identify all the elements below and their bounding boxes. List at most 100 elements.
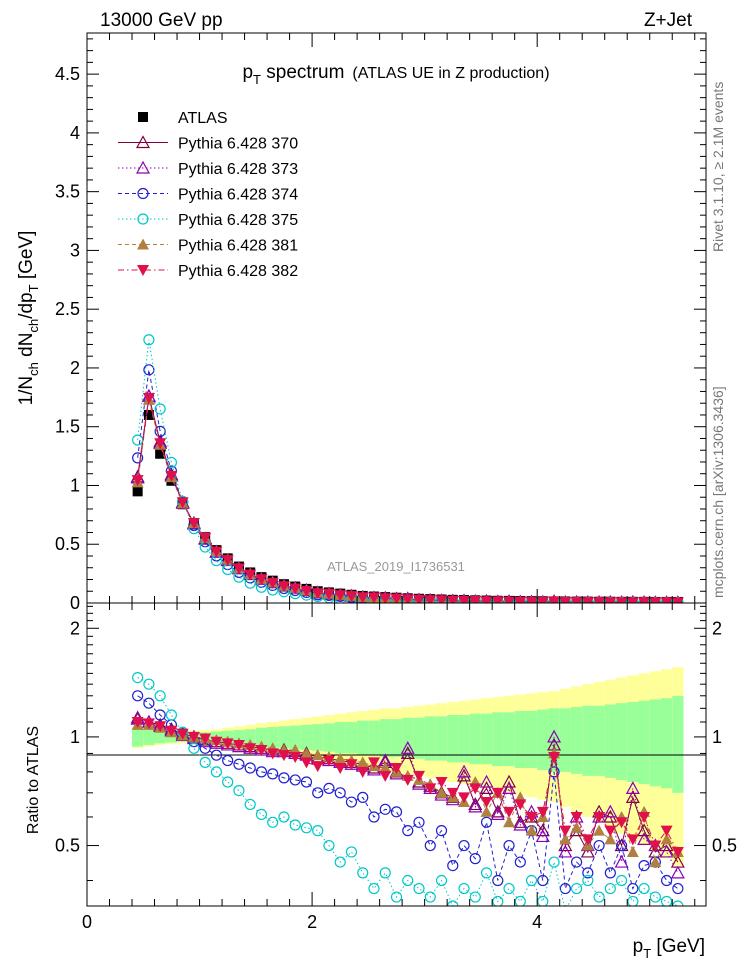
ratio-point-s374 xyxy=(312,787,324,799)
ratio-point-s373 xyxy=(513,817,528,831)
ratio-point-s374 xyxy=(289,774,301,786)
title-sub: T xyxy=(253,72,261,87)
ratio-point-s375 xyxy=(233,784,245,797)
ratio-point-s373 xyxy=(558,844,573,858)
x-tick-labels: 0 2 4 xyxy=(82,912,542,932)
ratio-point-s374 xyxy=(390,806,403,818)
legend-label-s381: Pythia 6.428 381 xyxy=(178,238,298,255)
ratio-point-s382 xyxy=(199,733,212,745)
ratio-point-s382 xyxy=(322,755,335,767)
ratio-point-s375 xyxy=(469,891,481,903)
ratio-line-s375 xyxy=(137,677,679,906)
ratio-point-s382 xyxy=(435,777,448,789)
ratio-point-s374 xyxy=(300,776,313,788)
atlas-point xyxy=(143,409,154,420)
ratio-point-s382 xyxy=(458,792,471,804)
band-stat-bin xyxy=(424,716,436,761)
ratio-series-layer xyxy=(130,672,685,906)
legend-marker-s373 xyxy=(135,160,151,174)
series-point-s374 xyxy=(143,364,155,376)
ratio-point-s375 xyxy=(593,891,605,903)
ratio-point-s382 xyxy=(300,757,313,769)
series-point-s382 xyxy=(289,583,302,595)
ratio-point-s375 xyxy=(537,895,549,906)
title-main: p xyxy=(242,62,253,83)
ratio-point-s373 xyxy=(603,804,618,818)
series-point-s382 xyxy=(435,595,448,603)
band-stat-bin xyxy=(615,703,628,780)
y-tick-label: 3.5 xyxy=(55,182,80,202)
ratio-point-s370 xyxy=(637,823,652,837)
series-point-s382 xyxy=(559,597,572,603)
ratio-point-s382 xyxy=(176,728,189,740)
ratio-point-s382 xyxy=(244,743,257,755)
ratio-point-s375 xyxy=(604,882,616,895)
ratio-point-s375 xyxy=(222,776,234,788)
series-point-s382 xyxy=(154,438,167,450)
legend-marker-s375 xyxy=(137,213,149,225)
series-point-s382 xyxy=(345,591,358,603)
band-stat-bin xyxy=(525,710,538,769)
series-point-s382 xyxy=(356,592,369,603)
ratio-point-s375 xyxy=(267,816,279,828)
ratio-point-s375 xyxy=(627,895,639,906)
band-stat-bin xyxy=(368,720,380,756)
ratio-point-s375 xyxy=(244,798,256,811)
x-tick-label: 4 xyxy=(532,912,542,932)
ratio-point-s373 xyxy=(400,741,415,754)
series-point-s382 xyxy=(266,577,279,589)
ratio-point-s382 xyxy=(604,825,617,837)
ratio-point-s382 xyxy=(210,736,223,748)
legend-marker-s382 xyxy=(137,265,149,276)
ratio-point-s375 xyxy=(548,856,560,868)
ratio-point-s381 xyxy=(379,762,392,774)
series-point-s382 xyxy=(604,597,617,603)
y-tick-label: 0.5 xyxy=(55,534,80,554)
legend-label-s370: Pythia 6.428 370 xyxy=(178,136,298,153)
series-point-s382 xyxy=(322,588,335,600)
ratio-point-s375 xyxy=(132,672,144,684)
ratio-line-s374 xyxy=(137,695,679,890)
y-tick-label: 1.5 xyxy=(55,417,80,437)
band-stat-bin xyxy=(143,729,155,745)
ratio-point-s375 xyxy=(379,867,391,879)
ratio-y-label: Ratio to ATLAS xyxy=(25,726,42,834)
ratio-point-s382 xyxy=(401,774,414,786)
series-point-s382 xyxy=(142,393,155,405)
band-stat-bin xyxy=(503,712,515,767)
band-stat-bin xyxy=(255,727,268,747)
legend: ATLAS Pythia 6.428 370 Pythia 6.428 373 Pyt… xyxy=(118,110,298,280)
ratio-point-s382 xyxy=(570,811,583,823)
ratio-point-s382 xyxy=(334,763,347,775)
ratio-point-s373 xyxy=(547,729,562,743)
ratio-point-s374 xyxy=(604,867,616,879)
ratio-point-s373 xyxy=(502,781,517,795)
ratio-point-s382 xyxy=(660,825,673,837)
ratio-point-s370 xyxy=(659,838,674,852)
legend-marker-s370 xyxy=(135,135,151,149)
ratio-point-s374 xyxy=(334,787,346,799)
ratio-point-s373 xyxy=(637,832,652,846)
axis-ticks xyxy=(86,33,706,906)
ratio-point-s381 xyxy=(435,786,448,798)
band-stat-bin xyxy=(593,705,605,776)
ratio-point-s382 xyxy=(424,783,437,795)
legend-marker-atlas xyxy=(138,112,148,122)
ratio-point-s374 xyxy=(379,803,391,815)
series-point-s382 xyxy=(514,596,527,603)
band-stat-bin xyxy=(469,713,481,765)
ratio-point-s374 xyxy=(143,697,155,709)
ratio-point-s374 xyxy=(582,867,594,879)
ratio-point-s382 xyxy=(142,718,155,730)
ratio-point-s374 xyxy=(514,856,526,868)
ratio-point-s375 xyxy=(289,819,301,831)
series-point-s382 xyxy=(581,597,594,603)
band-stat-bin xyxy=(345,721,358,754)
ratio-point-s381 xyxy=(311,749,324,761)
title-rest: spectrum xyxy=(261,62,344,83)
legend-label-s374: Pythia 6.428 374 xyxy=(178,187,298,204)
ratio-point-s382 xyxy=(367,757,380,769)
ratio-point-s373 xyxy=(468,799,483,813)
series-point-s382 xyxy=(525,596,538,603)
